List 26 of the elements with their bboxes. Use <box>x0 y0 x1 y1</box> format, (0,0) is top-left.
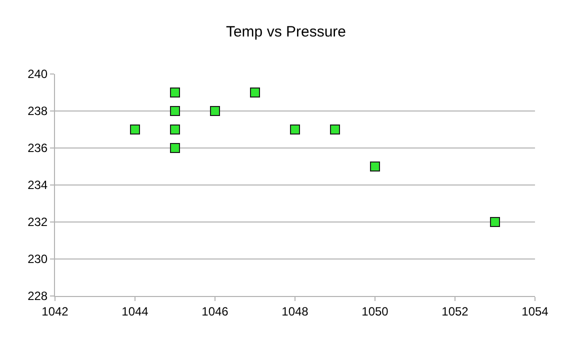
x-tick-label: 1054 <box>522 304 549 318</box>
y-tick-label: 236 <box>28 141 48 156</box>
point <box>330 124 340 134</box>
y-tick-label: 238 <box>28 104 48 118</box>
point <box>170 143 180 153</box>
y-tick-label: 230 <box>28 252 48 266</box>
y-tick-label: 232 <box>28 215 48 230</box>
point <box>170 124 180 134</box>
x-tick-label: 1044 <box>122 304 149 318</box>
point <box>210 106 220 116</box>
y-tick-label: 234 <box>28 178 48 192</box>
x-tick-label: 1048 <box>282 304 309 318</box>
x-tick-label: 1050 <box>362 304 389 318</box>
point <box>370 162 380 172</box>
x-tick-label: 1042 <box>42 304 69 318</box>
point <box>170 88 180 98</box>
x-tick-label: 1046 <box>202 304 229 318</box>
point <box>490 217 500 227</box>
point <box>250 88 260 98</box>
chart-title: Temp vs Pressure <box>226 23 346 40</box>
point <box>170 106 180 116</box>
y-tick-label: 240 <box>28 67 48 82</box>
x-tick-label: 1052 <box>442 304 469 318</box>
y-tick-label: 228 <box>28 289 48 304</box>
point <box>130 124 140 134</box>
point <box>290 124 300 134</box>
